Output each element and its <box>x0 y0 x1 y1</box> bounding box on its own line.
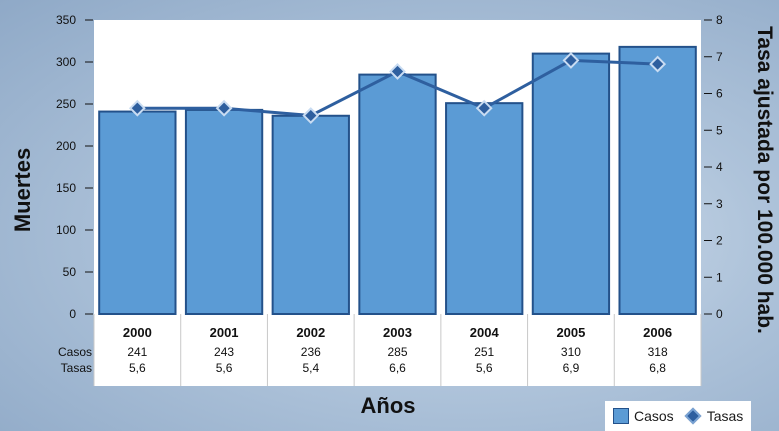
x-category-label: 2006 <box>643 325 672 340</box>
y-left-tick-label: 0 <box>69 307 76 321</box>
point-tasas-2004 <box>475 99 493 117</box>
legend-item-casos: Casos <box>613 408 674 424</box>
table-cell-casos: 285 <box>387 345 407 359</box>
legend-swatch-bar <box>613 408 629 424</box>
legend-item-tasas: Tasas <box>684 407 744 425</box>
y-right-tick-label: 6 <box>716 87 723 101</box>
x-category-label: 2005 <box>556 325 585 340</box>
table-area <box>94 314 701 386</box>
y-left-tick-label: 50 <box>63 265 77 279</box>
table-cell-tasas: 6,8 <box>649 361 666 375</box>
point-tasas-2003 <box>389 63 406 80</box>
y-left-tick-label: 100 <box>56 223 76 237</box>
table-cell-tasas: 5,4 <box>302 361 319 375</box>
table-row-label-casos: Casos <box>58 345 92 359</box>
x-title: Años <box>361 393 416 418</box>
y-right-tick-label: 2 <box>716 234 723 248</box>
x-category-label: 2003 <box>383 325 412 340</box>
table-cell-casos: 243 <box>214 345 234 359</box>
y-right-tick-label: 7 <box>716 50 723 64</box>
table-cell-tasas: 5,6 <box>129 361 146 375</box>
y-left-title: Muertes <box>10 148 35 232</box>
point-tasas-2000 <box>128 99 146 117</box>
x-category-label: 2002 <box>296 325 325 340</box>
y-left-tick-label: 300 <box>56 55 76 69</box>
y-right-tick-label: 5 <box>716 123 723 137</box>
point-tasas-2001 <box>215 99 233 117</box>
y-left-tick-label: 150 <box>56 181 76 195</box>
bar-casos-2003 <box>358 73 437 315</box>
y-left-tick-label: 200 <box>56 139 76 153</box>
point-tasas-2006 <box>649 55 667 73</box>
table-cell-tasas: 5,6 <box>216 361 233 375</box>
x-category-label: 2004 <box>470 325 500 340</box>
y-right-title: Tasa ajustada por 100.000 hab. <box>753 26 776 334</box>
legend: Casos Tasas <box>605 401 751 431</box>
y-right-tick-label: 8 <box>716 13 723 27</box>
table-cell-casos: 251 <box>474 345 494 359</box>
legend-label-casos: Casos <box>634 408 674 424</box>
point-tasas-2002 <box>302 107 320 124</box>
x-category-label: 2001 <box>210 325 239 340</box>
legend-label-tasas: Tasas <box>706 408 744 424</box>
bar-casos-2005 <box>531 52 611 315</box>
table-cell-casos: 318 <box>648 345 668 359</box>
table-cell-casos: 236 <box>301 345 321 359</box>
table-cell-tasas: 6,9 <box>563 361 580 375</box>
bar-casos-2001 <box>184 108 264 315</box>
bar-casos-2004 <box>445 102 524 315</box>
table-row-label-tasas: Tasas <box>61 361 92 375</box>
y-right-tick-label: 4 <box>716 160 723 174</box>
y-right-tick-label: 0 <box>716 307 723 321</box>
x-category-label: 2000 <box>123 325 152 340</box>
bar-casos-2006 <box>618 45 697 315</box>
point-tasas-2005 <box>562 52 580 69</box>
table-cell-casos: 241 <box>127 345 147 359</box>
y-left-tick-label: 350 <box>56 13 76 27</box>
y-right-tick-label: 3 <box>716 197 723 211</box>
table-cell-tasas: 6,6 <box>389 361 406 375</box>
y-left-tick-label: 250 <box>56 97 76 111</box>
bar-casos-2002 <box>271 114 350 316</box>
legend-swatch-diamond <box>684 407 702 425</box>
y-right-tick-label: 1 <box>716 270 723 284</box>
bar-casos-2000 <box>98 110 177 315</box>
table-cell-tasas: 5,6 <box>476 361 493 375</box>
table-cell-casos: 310 <box>561 345 581 359</box>
